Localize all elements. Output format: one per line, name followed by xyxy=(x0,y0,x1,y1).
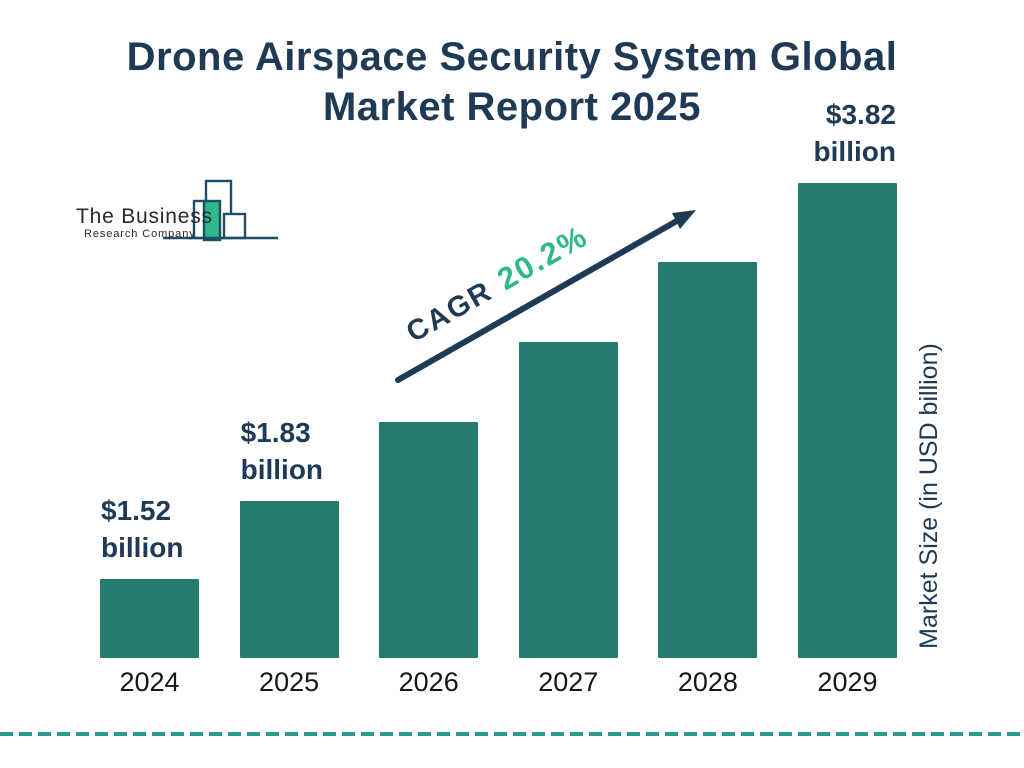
bar-column-2025: $1.83 billion 2025 xyxy=(239,100,339,697)
bar-column-2027: 2027 xyxy=(518,100,618,697)
bar-chart: $1.52 billion 2024 $1.83 billion 2025 2026 2027… xyxy=(100,99,897,697)
bar-value-unit: billion xyxy=(101,532,184,563)
chart-title-line2: Market Report 2025 xyxy=(322,85,702,129)
bar-2026 xyxy=(379,422,479,658)
bar-column-2029: $3.82 billion 2029 xyxy=(797,99,897,697)
bar-value-amount: $1.52 xyxy=(101,495,172,526)
bar-value-unit: billion xyxy=(240,454,324,485)
bar-value-label: $1.83 billion xyxy=(241,414,323,488)
logo-text-line1: The Business xyxy=(76,205,213,228)
x-tick-label: 2025 xyxy=(259,667,320,697)
x-tick-label: 2029 xyxy=(817,667,878,697)
x-tick-label: 2027 xyxy=(538,667,599,697)
bar-value-amount: $3.82 xyxy=(825,99,896,130)
bar-value-label: $1.52 billion xyxy=(101,492,183,566)
x-tick-label: 2026 xyxy=(398,667,459,697)
bar-2029 xyxy=(797,183,897,658)
bottom-divider xyxy=(0,732,1024,736)
bar-value-unit: billion xyxy=(813,136,896,167)
y-axis-label: Market Size (in USD billion) xyxy=(915,343,943,649)
bar-column-2026: 2026 xyxy=(379,100,479,697)
bar-chart-logo-icon xyxy=(163,179,278,242)
bar-2025 xyxy=(239,501,339,658)
bar-column-2028: 2028 xyxy=(658,100,758,697)
company-logo: The Business Research Company xyxy=(76,179,278,242)
bar-value-label: $3.82 billion xyxy=(814,96,896,170)
x-tick-label: 2024 xyxy=(119,667,180,697)
bar-2024 xyxy=(100,579,199,658)
bar-2027 xyxy=(518,342,618,658)
logo-text-line2: Research Company xyxy=(84,228,196,240)
bar-value-amount: $1.83 xyxy=(240,417,311,448)
bar-column-2024: $1.52 billion 2024 xyxy=(100,100,199,697)
chart-title: Drone Airspace Security System Global Ma… xyxy=(0,32,1024,132)
x-tick-label: 2028 xyxy=(677,667,738,697)
bar-2028 xyxy=(658,262,758,658)
chart-title-line1: Drone Airspace Security System Global xyxy=(126,35,898,79)
